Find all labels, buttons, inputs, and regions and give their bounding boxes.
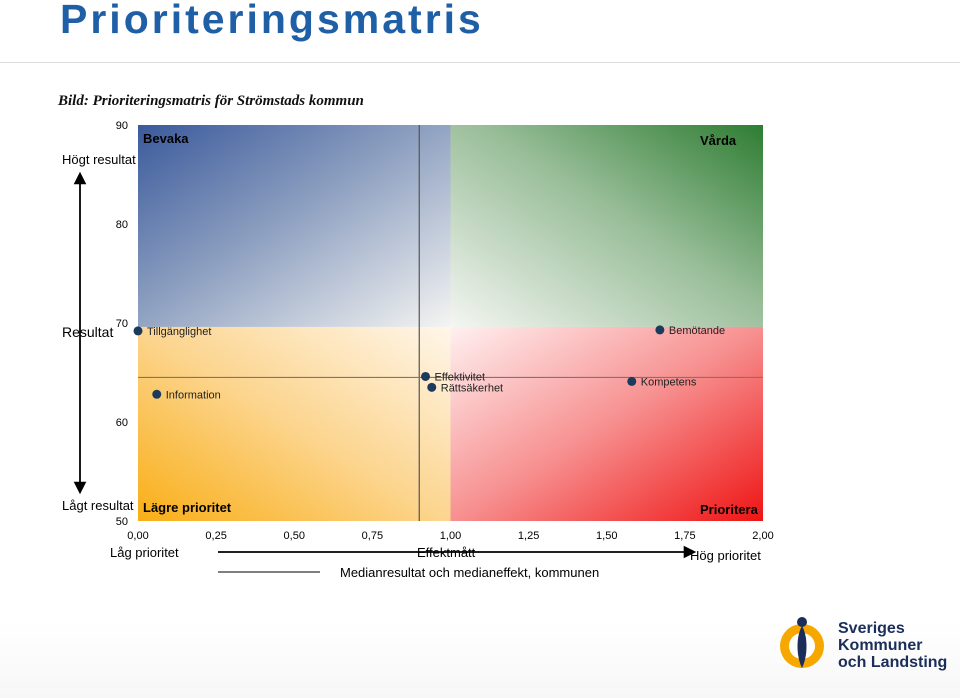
logo-figure-icon <box>797 626 807 668</box>
x-axis-title: Effektmått <box>417 545 476 560</box>
x-tick-label: 0,25 <box>205 530 226 542</box>
x-axis-low-label: Låg prioritet <box>110 545 179 560</box>
quadrant-label-lagre-prioritet: Lägre prioritet <box>143 500 232 515</box>
y-tick-labels: 50 60 70 80 90 <box>116 120 128 528</box>
data-point-label: Bemötande <box>669 325 725 337</box>
data-point-label: Rättsäkerhet <box>441 382 503 394</box>
y-tick-label: 60 <box>116 417 128 429</box>
x-tick-label: 1,00 <box>440 530 461 542</box>
y-axis-title: Resultat <box>62 324 114 340</box>
data-point-label: Tillgänglighet <box>147 326 211 338</box>
data-point-marker <box>655 325 665 335</box>
x-tick-label: 1,75 <box>674 530 695 542</box>
data-point-marker <box>152 389 162 399</box>
median-legend-label: Medianresultat och medianeffekt, kommune… <box>340 565 600 580</box>
x-tick-label: 1,25 <box>518 530 539 542</box>
figure-caption: Bild: Prioriteringsmatris för Strömstads… <box>58 93 364 109</box>
data-point-label: Kompetens <box>641 376 697 388</box>
y-tick-label: 50 <box>116 516 128 528</box>
data-point-marker <box>427 382 437 392</box>
data-point-marker <box>421 371 430 381</box>
x-tick-label: 1,50 <box>596 530 617 542</box>
logo-line-2: Kommuner <box>838 637 923 654</box>
y-tick-label: 90 <box>116 120 128 132</box>
data-point-label: Effektivitet <box>435 371 486 383</box>
x-tick-label: 0,00 <box>127 530 148 542</box>
y-axis-low-label: Lågt resultat <box>62 498 134 513</box>
x-axis-high-label: Hög prioritet <box>690 548 761 563</box>
x-tick-label: 2,00 <box>752 530 773 542</box>
x-tick-label: 0,50 <box>284 530 305 542</box>
quadrant-bevaka-area <box>138 125 451 327</box>
data-points: Tillgänglighet Bemötande Information Effekt… <box>133 325 725 401</box>
data-point-label: Information <box>166 389 221 401</box>
quadrant-prioritera-area <box>450 326 763 521</box>
quadrant-label-varda: Vårda <box>700 133 737 148</box>
x-tick-label: 0,75 <box>362 530 383 542</box>
y-tick-label: 80 <box>116 219 128 231</box>
logo-line-1: Sveriges <box>838 620 905 637</box>
quadrant-label-prioritera: Prioritera <box>700 502 758 517</box>
page-title: Prioriteringsmatris <box>60 0 484 42</box>
y-axis-high-label: Högt resultat <box>62 152 136 167</box>
quadrant-lagre-prioritet-area <box>138 326 451 521</box>
logo-line-3: och Landsting <box>838 654 948 671</box>
skl-logo <box>780 617 824 668</box>
quadrant-label-bevaka: Bevaka <box>143 131 189 146</box>
quadrant-varda-area <box>450 125 763 327</box>
data-point-marker <box>133 326 143 336</box>
data-point-marker <box>627 376 637 386</box>
y-tick-label: 70 <box>116 318 128 330</box>
x-tick-labels: 0,00 0,25 0,50 0,75 1,00 1,25 1,50 1,75 2,00 <box>127 530 773 542</box>
skl-logo-text: Sveriges Kommuner och Landsting <box>838 620 947 671</box>
